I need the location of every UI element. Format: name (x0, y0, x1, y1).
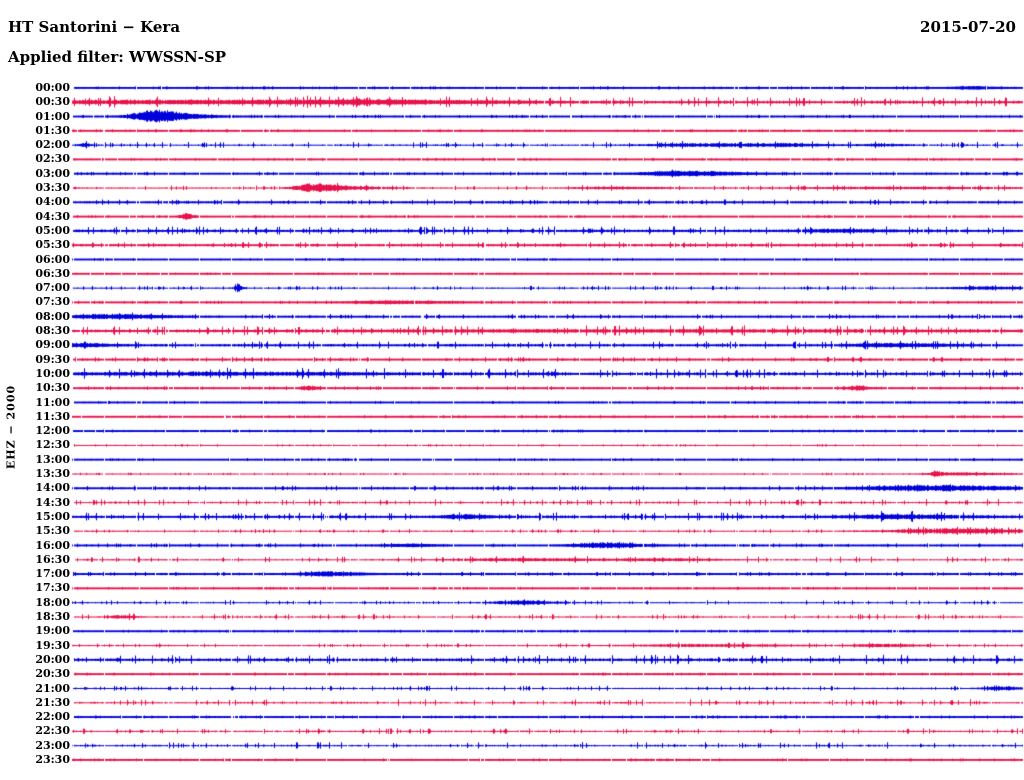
time-label: 21:00 (35, 681, 70, 695)
time-label: 22:30 (35, 724, 70, 738)
time-label: 10:30 (35, 381, 70, 395)
time-label: 14:00 (35, 481, 70, 495)
time-label: 14:30 (35, 495, 70, 509)
time-label: 07:30 (35, 295, 70, 309)
time-label: 16:00 (35, 538, 70, 552)
time-label: 21:30 (35, 695, 70, 709)
time-label: 01:00 (35, 109, 70, 123)
time-label: 04:30 (35, 209, 70, 223)
time-label: 13:00 (35, 452, 70, 466)
time-label: 15:30 (35, 524, 70, 538)
time-label: 12:30 (35, 438, 70, 452)
time-label: 18:30 (35, 610, 70, 624)
time-label: 08:00 (35, 309, 70, 323)
time-label: 11:30 (35, 409, 70, 423)
time-label: 07:00 (35, 281, 70, 295)
time-label: 09:30 (35, 352, 70, 366)
time-label: 20:00 (35, 652, 70, 666)
time-label: 00:00 (35, 81, 70, 94)
time-label: 19:00 (35, 624, 70, 638)
time-label: 13:30 (35, 467, 70, 481)
time-label: 02:00 (35, 138, 70, 152)
time-label: 06:30 (35, 266, 70, 280)
time-label: 01:30 (35, 123, 70, 137)
time-label: 16:30 (35, 552, 70, 566)
time-label: 12:00 (35, 424, 70, 438)
time-label: 18:00 (35, 595, 70, 609)
time-label: 09:00 (35, 338, 70, 352)
time-label: 11:00 (35, 395, 70, 409)
time-label: 02:30 (35, 152, 70, 166)
time-label: 19:30 (35, 638, 70, 652)
time-label: 00:30 (35, 95, 70, 109)
time-label: 06:00 (35, 252, 70, 266)
time-label: 22:00 (35, 710, 70, 724)
time-label: 10:00 (35, 366, 70, 380)
time-label: 05:00 (35, 223, 70, 237)
time-label: 17:30 (35, 581, 70, 595)
time-label: 23:00 (35, 738, 70, 752)
time-label: 17:00 (35, 567, 70, 581)
time-label: 08:30 (35, 324, 70, 338)
time-label: 05:30 (35, 238, 70, 252)
time-label: 20:30 (35, 667, 70, 681)
time-label: 03:30 (35, 181, 70, 195)
time-label: 03:00 (35, 166, 70, 180)
time-label: 15:00 (35, 509, 70, 523)
time-label: 23:30 (35, 753, 70, 766)
time-label: 04:00 (35, 195, 70, 209)
